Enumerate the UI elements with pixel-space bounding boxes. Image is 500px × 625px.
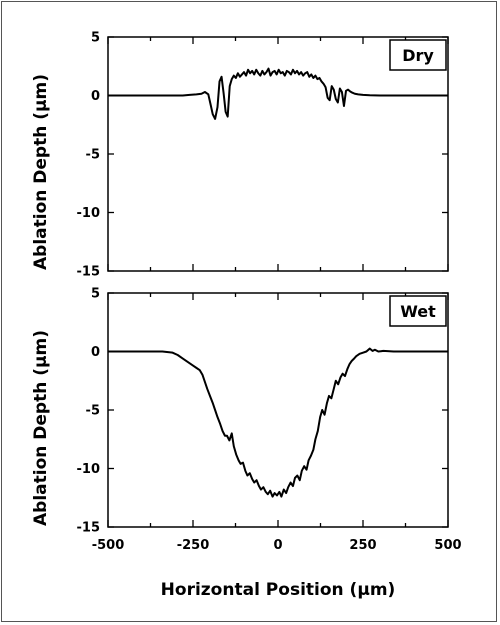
wet-y-tick-label: -10	[77, 462, 101, 477]
dry-y-tick-label: 0	[91, 89, 100, 104]
wet-x-axis-title: Horizontal Position (µm)	[161, 580, 396, 600]
wet-y-tick-label: 0	[91, 345, 100, 360]
dry-legend-label: Dry	[402, 46, 434, 65]
wet-x-tick-label: 0	[273, 538, 282, 553]
wet-legend-box	[389, 295, 447, 327]
dry-y-tick-label: -10	[77, 206, 101, 221]
wet-x-tick-label: -250	[177, 538, 210, 553]
wet-y-tick-label: -15	[77, 521, 101, 536]
dry-y-tick-label: -5	[86, 148, 100, 163]
wet-y-axis-title: Ablation Depth (µm)	[31, 330, 51, 526]
wet-x-tick-label: 500	[434, 538, 461, 553]
wet-x-tick-label: -500	[92, 538, 125, 553]
dry-legend-box	[389, 39, 447, 71]
wet-y-tick-label: -5	[86, 404, 100, 419]
dry-y-tick-label: -15	[77, 265, 101, 280]
dry-y-axis-title: Ablation Depth (µm)	[31, 74, 51, 270]
wet-x-tick-label: 250	[349, 538, 376, 553]
wet-plot-area	[107, 292, 449, 528]
wet-legend-label: Wet	[400, 302, 436, 321]
wet-y-tick-label: 5	[91, 287, 100, 302]
dry-y-tick-label: 5	[91, 31, 100, 46]
dry-series-line	[108, 67, 448, 120]
wet-series-line	[108, 347, 448, 498]
